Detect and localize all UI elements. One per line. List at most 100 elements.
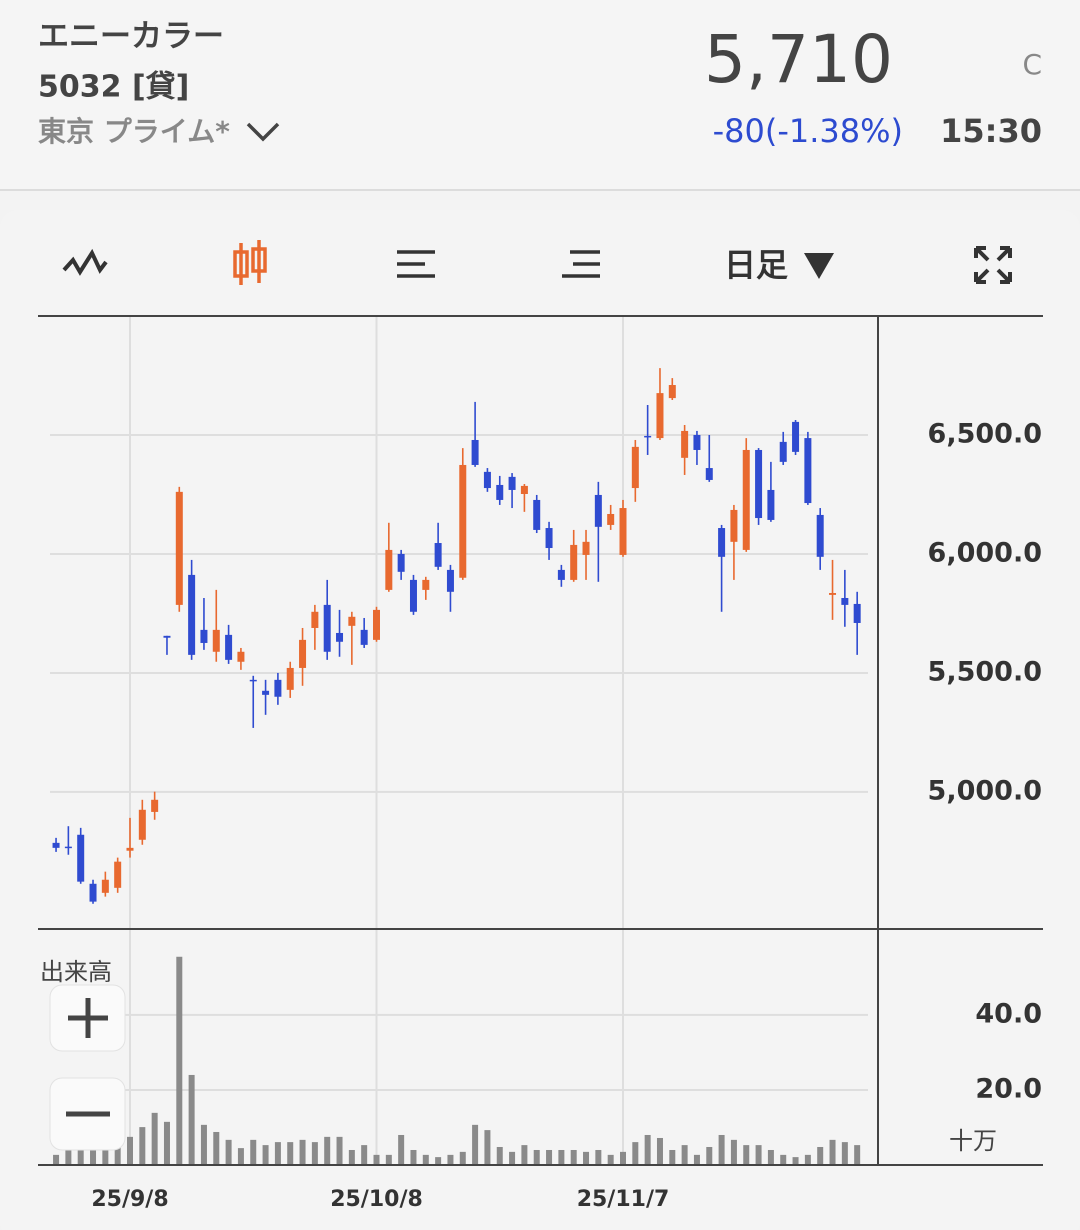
candle-body bbox=[323, 604, 331, 652]
candle-body bbox=[533, 499, 541, 530]
volume-bar bbox=[755, 1145, 762, 1165]
volume-bar bbox=[336, 1136, 343, 1165]
zoom-out[interactable] bbox=[49, 1077, 126, 1151]
line-chart-icon[interactable] bbox=[62, 248, 108, 276]
volume-bar bbox=[780, 1154, 787, 1165]
volume-bar bbox=[730, 1139, 737, 1165]
candle-body bbox=[286, 667, 294, 690]
volume-bar bbox=[151, 1112, 158, 1165]
candle-body bbox=[841, 597, 849, 605]
volume-bar bbox=[533, 1149, 540, 1165]
volume-bar bbox=[410, 1149, 417, 1165]
candle-body bbox=[373, 609, 380, 640]
candle-body bbox=[668, 385, 676, 399]
candle-body bbox=[225, 634, 233, 660]
volume-bar bbox=[472, 1124, 479, 1165]
volume-bar bbox=[139, 1127, 146, 1165]
candle-body bbox=[816, 514, 824, 557]
volume-bar bbox=[435, 1157, 442, 1165]
volume-bar bbox=[287, 1142, 294, 1165]
volume-bar bbox=[706, 1146, 713, 1165]
candle-body bbox=[483, 471, 491, 489]
stock-name: エニーカラー bbox=[38, 19, 224, 55]
volume-bar bbox=[509, 1151, 516, 1165]
candle-body bbox=[730, 509, 738, 542]
candle-body bbox=[101, 879, 109, 893]
candle-body bbox=[299, 639, 307, 668]
volume-bar bbox=[176, 956, 183, 1165]
candle-body bbox=[434, 543, 442, 567]
candle-body bbox=[64, 846, 72, 849]
volume-bar bbox=[127, 1136, 133, 1165]
candle-body bbox=[126, 847, 134, 851]
stock-code: 5032 [貸] bbox=[38, 70, 189, 105]
volume-bar bbox=[422, 1154, 429, 1165]
volume-bar bbox=[53, 1154, 60, 1165]
volume-bar bbox=[459, 1151, 466, 1165]
volume-bar bbox=[792, 1157, 799, 1165]
y-tick-label: 5,000.0 bbox=[928, 775, 1042, 806]
candle-body bbox=[570, 544, 578, 580]
candle-body bbox=[311, 611, 319, 628]
period-arrow[interactable] bbox=[804, 253, 834, 279]
align-icon[interactable] bbox=[562, 250, 600, 278]
volume-bar bbox=[743, 1145, 750, 1165]
volume-tick-label: 40.0 bbox=[975, 998, 1042, 1029]
volume-bar bbox=[361, 1145, 368, 1165]
volume-bar bbox=[250, 1139, 257, 1165]
candle-body bbox=[619, 508, 627, 555]
candle-body bbox=[718, 528, 726, 557]
candle-body bbox=[348, 616, 356, 626]
volume-bar bbox=[521, 1145, 528, 1165]
volume-bar bbox=[620, 1151, 626, 1165]
candle-body bbox=[249, 679, 257, 682]
volume-bar bbox=[496, 1146, 503, 1165]
market-chevron[interactable] bbox=[246, 122, 280, 142]
volume-bar bbox=[299, 1139, 306, 1165]
candle-body bbox=[114, 861, 122, 888]
price-change: -80(-1.38%) bbox=[713, 112, 903, 150]
market[interactable]: 東京 プライム* bbox=[38, 115, 230, 148]
candle-body bbox=[705, 468, 713, 480]
volume-bar bbox=[632, 1142, 639, 1165]
x-tick-label: 25/10/8 bbox=[330, 1187, 423, 1212]
candle-body bbox=[188, 574, 196, 655]
volume-bar bbox=[398, 1134, 405, 1165]
candle-body bbox=[508, 476, 516, 490]
volume-bar bbox=[324, 1136, 331, 1165]
price: 5,710 bbox=[704, 21, 893, 98]
candle-body bbox=[274, 679, 282, 697]
candle-body bbox=[644, 435, 652, 438]
x-tick-label: 25/11/7 bbox=[577, 1187, 670, 1212]
volume-bar bbox=[558, 1149, 565, 1165]
price-status: C bbox=[1022, 48, 1042, 81]
candle-body bbox=[792, 421, 800, 452]
candle-body bbox=[138, 809, 146, 840]
volume-bar bbox=[274, 1142, 281, 1165]
header-bg bbox=[0, 0, 1080, 190]
volume-bar bbox=[373, 1154, 380, 1165]
candle-body bbox=[656, 393, 664, 439]
bars-icon[interactable] bbox=[397, 250, 435, 278]
x-tick-label: 25/9/8 bbox=[91, 1187, 168, 1212]
volume-label: 出来高 bbox=[40, 958, 112, 986]
candle-body bbox=[742, 449, 750, 550]
volume-bar bbox=[817, 1146, 824, 1165]
candle-body bbox=[755, 449, 763, 519]
candle-icon[interactable] bbox=[233, 240, 267, 285]
chart-card bbox=[0, 210, 1080, 1230]
candle-body bbox=[520, 485, 528, 494]
volume-bar bbox=[348, 1149, 355, 1165]
candle-body bbox=[693, 434, 701, 450]
volume-bar bbox=[163, 1121, 170, 1165]
candle-body bbox=[681, 430, 689, 458]
volume-tick-label: 20.0 bbox=[975, 1073, 1042, 1104]
fullscreen-icon[interactable] bbox=[974, 246, 1012, 284]
period-selector[interactable]: 日足 bbox=[724, 246, 788, 284]
zoom-in[interactable] bbox=[49, 984, 126, 1052]
candle-body bbox=[582, 541, 590, 555]
volume-bar bbox=[607, 1154, 614, 1165]
candle-body bbox=[804, 438, 812, 504]
candle-body bbox=[471, 439, 479, 465]
volume-unit: 十万 bbox=[949, 1127, 997, 1155]
